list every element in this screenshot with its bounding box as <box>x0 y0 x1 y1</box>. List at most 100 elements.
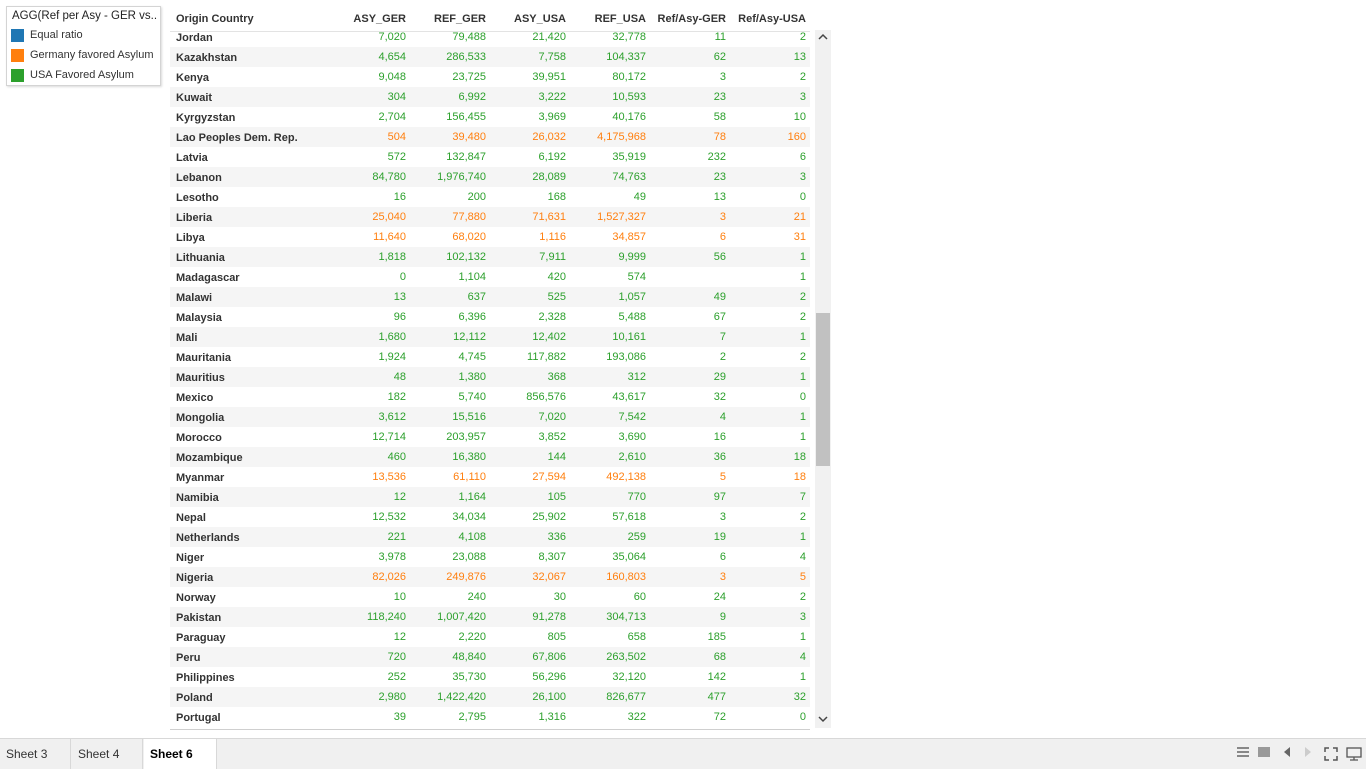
column-header-origin-country[interactable]: Origin Country <box>176 13 254 25</box>
cell-ratio-ger: 6 <box>719 231 726 243</box>
table-row[interactable]: Myanmar 13,536 61,110 27,594 492,138 5 18 <box>170 467 810 487</box>
tab-sheet-4[interactable]: Sheet 4 <box>72 739 143 769</box>
cell-ratio-ger: 3 <box>719 71 726 83</box>
cell-ratio-usa: 1 <box>799 331 806 343</box>
legend-swatch <box>11 48 24 62</box>
legend-item-equal-ratio[interactable]: Equal ratio <box>11 28 83 42</box>
legend-item-usa-favored[interactable]: USA Favored Asylum <box>11 68 134 82</box>
show-filmstrip-icon[interactable] <box>1236 747 1250 761</box>
cell-origin-country: Madagascar <box>176 272 240 284</box>
cell-origin-country: Norway <box>176 592 216 604</box>
table-row[interactable]: Lithuania 1,818 102,132 7,911 9,999 56 1 <box>170 247 810 267</box>
cell-asy-usa: 8,307 <box>538 551 566 563</box>
table-row[interactable]: Liberia 25,040 77,880 71,631 1,527,327 3 21 <box>170 207 810 227</box>
color-legend[interactable]: AGG(Ref per Asy - GER vs... Equal ratio … <box>6 6 161 86</box>
cell-ref-ger: 2,220 <box>458 631 486 643</box>
table-row[interactable]: Kyrgyzstan 2,704 156,455 3,969 40,176 58 10 <box>170 107 810 127</box>
cell-ref-usa: 259 <box>627 531 646 543</box>
cell-ref-ger: 15,516 <box>452 411 486 423</box>
table-row[interactable]: Mauritius 48 1,380 368 312 29 1 <box>170 367 810 387</box>
table-row[interactable]: Mongolia 3,612 15,516 7,020 7,542 4 1 <box>170 407 810 427</box>
vertical-scrollbar[interactable] <box>815 30 831 728</box>
table-row[interactable]: Malawi 13 637 525 1,057 49 2 <box>170 287 810 307</box>
cell-ref-usa: 3,690 <box>618 431 646 443</box>
table-row[interactable]: Peru 720 48,840 67,806 263,502 68 4 <box>170 647 810 667</box>
column-header-ratio-usa[interactable]: Ref/Asy-USA <box>738 13 806 25</box>
table-row[interactable]: Nepal 12,532 34,034 25,902 57,618 3 2 <box>170 507 810 527</box>
cell-ratio-usa: 2 <box>799 351 806 363</box>
scrollbar-thumb[interactable] <box>816 313 830 466</box>
cell-asy-usa: 91,278 <box>532 611 566 623</box>
column-header-ref-usa[interactable]: REF_USA <box>594 13 646 25</box>
cell-ref-ger: 1,007,420 <box>437 611 486 623</box>
column-header-ref-ger[interactable]: REF_GER <box>434 13 486 25</box>
table-row[interactable]: Kuwait 304 6,992 3,222 10,593 23 3 <box>170 87 810 107</box>
chevron-down-icon[interactable] <box>815 712 831 728</box>
table-row[interactable]: Mozambique 460 16,380 144 2,610 36 18 <box>170 447 810 467</box>
legend-item-germany-favored[interactable]: Germany favored Asylum <box>11 48 154 62</box>
cell-ref-ger: 35,730 <box>452 671 486 683</box>
cell-asy-ger: 4,654 <box>378 51 406 63</box>
table-row[interactable]: Mauritania 1,924 4,745 117,882 193,086 2 2 <box>170 347 810 367</box>
cell-ref-ger: 240 <box>467 591 486 603</box>
cell-ratio-usa: 13 <box>793 51 806 63</box>
column-header-asy-usa[interactable]: ASY_USA <box>514 13 566 25</box>
cell-ref-usa: 1,527,327 <box>597 211 646 223</box>
table-row[interactable]: Mexico 182 5,740 856,576 43,617 32 0 <box>170 387 810 407</box>
table-row[interactable]: Mali 1,680 12,112 12,402 10,161 7 1 <box>170 327 810 347</box>
table-row[interactable]: Latvia 572 132,847 6,192 35,919 232 6 <box>170 147 810 167</box>
table-row[interactable]: Kenya 9,048 23,725 39,951 80,172 3 2 <box>170 67 810 87</box>
table-row[interactable]: Philippines 252 35,730 56,296 32,120 142 1 <box>170 667 810 687</box>
cell-ratio-usa: 32 <box>793 691 806 703</box>
cell-ratio-ger: 36 <box>713 451 726 463</box>
table-body[interactable]: Jordan 7,020 79,488 21,420 32,778 11 2 Kazakhst… <box>170 27 810 730</box>
table-row[interactable]: Paraguay 12 2,220 805 658 185 1 <box>170 627 810 647</box>
next-sheet-icon[interactable] <box>1301 747 1315 761</box>
cell-asy-ger: 2,704 <box>378 111 406 123</box>
cell-ratio-ger: 68 <box>713 651 726 663</box>
cell-asy-ger: 7,020 <box>378 31 406 43</box>
chevron-up-icon[interactable] <box>815 30 831 46</box>
cell-ratio-usa: 0 <box>799 391 806 403</box>
cell-ratio-usa: 2 <box>799 71 806 83</box>
column-header-asy-ger[interactable]: ASY_GER <box>353 13 406 25</box>
table-row[interactable]: Jordan 7,020 79,488 21,420 32,778 11 2 <box>170 27 810 47</box>
table-row[interactable]: Niger 3,978 23,088 8,307 35,064 6 4 <box>170 547 810 567</box>
cell-origin-country: Liberia <box>176 212 213 224</box>
table-row[interactable]: Lao Peoples Dem. Rep. 504 39,480 26,032 4,17… <box>170 127 810 147</box>
tab-sheet-3[interactable]: Sheet 3 <box>0 739 71 769</box>
table-row[interactable]: Malaysia 96 6,396 2,328 5,488 67 2 <box>170 307 810 327</box>
cell-ratio-ger: 477 <box>707 691 726 703</box>
cell-asy-usa: 336 <box>547 531 566 543</box>
table-row[interactable]: Libya 11,640 68,020 1,116 34,857 6 31 <box>170 227 810 247</box>
cell-asy-usa: 1,316 <box>538 711 566 723</box>
table-row[interactable]: Portugal 39 2,795 1,316 322 72 0 <box>170 707 810 727</box>
column-header-ratio-ger[interactable]: Ref/Asy-GER <box>657 13 726 25</box>
table-row[interactable]: Namibia 12 1,164 105 770 97 7 <box>170 487 810 507</box>
fit-to-window-icon[interactable] <box>1324 747 1338 761</box>
table-row[interactable]: Kazakhstan 4,654 286,533 7,758 104,337 62 13 <box>170 47 810 67</box>
cell-asy-usa: 7,758 <box>538 51 566 63</box>
previous-sheet-icon[interactable] <box>1280 747 1294 761</box>
table-row[interactable]: Madagascar 0 1,104 420 574 1 <box>170 267 810 287</box>
cell-asy-ger: 82,026 <box>372 571 406 583</box>
table-row[interactable]: Pakistan 118,240 1,007,420 91,278 304,713 9 3 <box>170 607 810 627</box>
cell-asy-ger: 96 <box>393 311 406 323</box>
cell-asy-usa: 105 <box>547 491 566 503</box>
table-row[interactable]: Nigeria 82,026 249,876 32,067 160,803 3 5 <box>170 567 810 587</box>
cell-ref-usa: 263,502 <box>606 651 646 663</box>
show-sheet-sorter-icon[interactable] <box>1257 747 1271 761</box>
cell-ratio-ger: 9 <box>719 611 726 623</box>
table-row[interactable]: Netherlands 221 4,108 336 259 19 1 <box>170 527 810 547</box>
table-row[interactable]: Morocco 12,714 203,957 3,852 3,690 16 1 <box>170 427 810 447</box>
cell-ref-ger: 1,164 <box>458 491 486 503</box>
table-row[interactable]: Lebanon 84,780 1,976,740 28,089 74,763 23 3 <box>170 167 810 187</box>
cell-asy-usa: 3,852 <box>538 431 566 443</box>
cell-ref-usa: 2,610 <box>618 451 646 463</box>
tab-sheet-6[interactable]: Sheet 6 <box>144 739 217 769</box>
table-row[interactable]: Poland 2,980 1,422,420 26,100 826,677 477 32 <box>170 687 810 707</box>
presentation-mode-icon[interactable] <box>1346 747 1362 761</box>
table-row[interactable]: Norway 10 240 30 60 24 2 <box>170 587 810 607</box>
table-row[interactable]: Lesotho 16 200 168 49 13 0 <box>170 187 810 207</box>
cell-ref-ger: 77,880 <box>452 211 486 223</box>
